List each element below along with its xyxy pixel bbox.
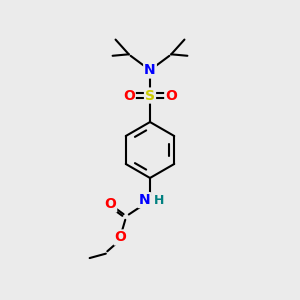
Text: N: N [138, 193, 150, 207]
Text: S: S [145, 88, 155, 103]
Text: N: N [144, 64, 156, 77]
Text: O: O [115, 230, 127, 244]
Text: O: O [165, 88, 177, 103]
Text: O: O [104, 197, 116, 212]
Text: H: H [154, 194, 164, 207]
Text: O: O [123, 88, 135, 103]
